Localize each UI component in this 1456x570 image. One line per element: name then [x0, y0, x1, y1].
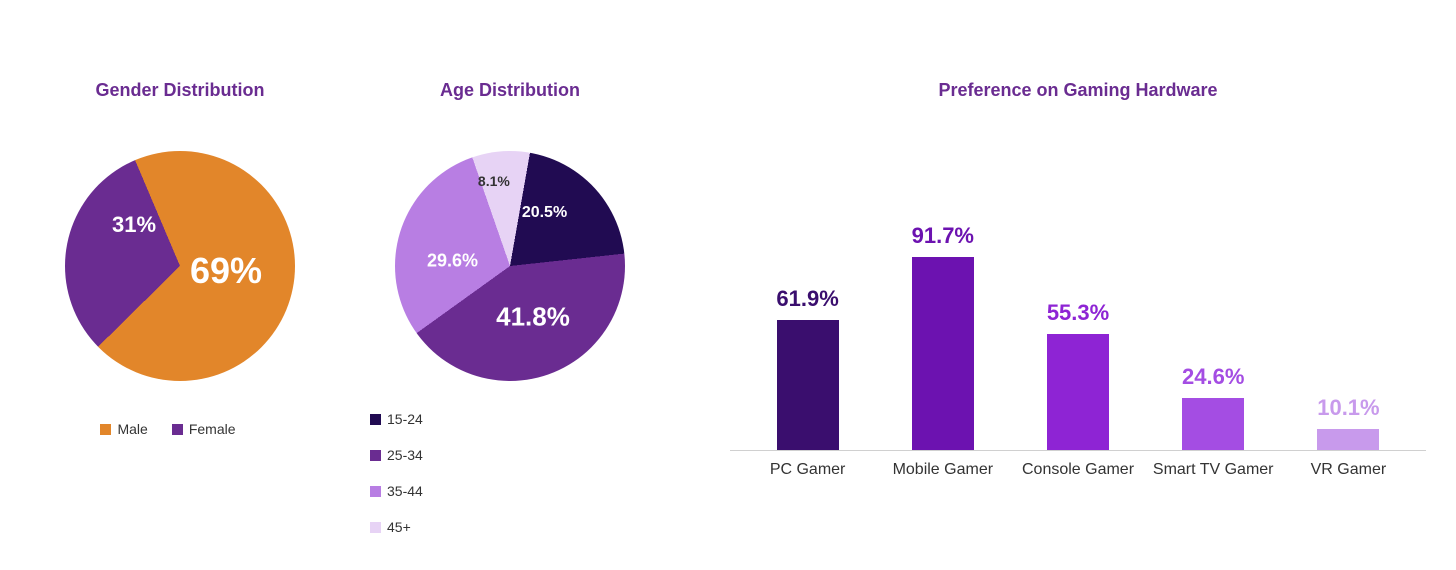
bar-rect: [777, 320, 839, 450]
gender-panel: Gender Distribution 69% 31% Male Female: [30, 20, 330, 550]
bar-category-label: PC Gamer: [740, 461, 875, 479]
pie-slice-label: 41.8%: [496, 301, 570, 332]
legend-swatch: [172, 424, 183, 435]
bar-value-label: 10.1%: [1317, 395, 1379, 421]
bar-column: 24.6%: [1146, 191, 1281, 450]
gender-title: Gender Distribution: [95, 80, 264, 101]
legend-swatch: [100, 424, 111, 435]
bar-column: 55.3%: [1010, 191, 1145, 450]
bar-value-label: 61.9%: [776, 286, 838, 312]
legend-item: 25-34: [370, 447, 500, 463]
dashboard-container: Gender Distribution 69% 31% Male Female Ag…: [0, 0, 1456, 570]
bar-value-label: 55.3%: [1047, 300, 1109, 326]
gender-pie-chart: 69% 31%: [65, 151, 295, 381]
legend-swatch: [370, 450, 381, 461]
bar-column: 91.7%: [875, 191, 1010, 450]
legend-item: 35-44: [370, 483, 500, 499]
pie-slice-label: 8.1%: [478, 173, 510, 189]
legend-swatch: [370, 522, 381, 533]
legend-swatch: [370, 486, 381, 497]
bar-rect: [1182, 398, 1244, 450]
pie-slice-label: 31%: [112, 212, 156, 238]
bar-value-label: 24.6%: [1182, 364, 1244, 390]
bar-rect: [912, 257, 974, 450]
pie-slice-label: 29.6%: [427, 251, 478, 272]
bar-rect: [1047, 334, 1109, 450]
bar-value-label: 91.7%: [912, 223, 974, 249]
hardware-panel: Preference on Gaming Hardware 61.9% 91.7%…: [690, 20, 1426, 550]
bar-category-label: Console Gamer: [1010, 461, 1145, 479]
age-legend: 15-24 25-34 35-44 45+: [370, 411, 650, 555]
pie-slice-label: 69%: [190, 250, 262, 292]
legend-label: 15-24: [387, 411, 423, 427]
bar-column: 10.1%: [1281, 191, 1416, 450]
legend-swatch: [370, 414, 381, 425]
legend-item: 45+: [370, 519, 500, 535]
legend-label: 25-34: [387, 447, 423, 463]
legend-item: 15-24: [370, 411, 500, 427]
hardware-title: Preference on Gaming Hardware: [938, 80, 1217, 101]
bar-rect: [1317, 429, 1379, 450]
bar-category-label: Mobile Gamer: [875, 461, 1010, 479]
bar-category-label: Smart TV Gamer: [1146, 461, 1281, 479]
pie-slice-label: 20.5%: [522, 204, 567, 222]
legend-item: Male: [100, 421, 147, 437]
legend-item: Female: [172, 421, 236, 437]
gender-legend: Male Female: [100, 421, 259, 457]
age-panel: Age Distribution 20.5% 41.8% 29.6% 8.1% 15-…: [330, 20, 690, 550]
age-title: Age Distribution: [440, 80, 580, 101]
legend-label: Male: [117, 421, 147, 437]
legend-label: 35-44: [387, 483, 423, 499]
bar-column: 61.9%: [740, 191, 875, 450]
legend-label: 45+: [387, 519, 411, 535]
age-pie-chart: 20.5% 41.8% 29.6% 8.1%: [395, 151, 625, 381]
bar-category-label: VR Gamer: [1281, 461, 1416, 479]
legend-label: Female: [189, 421, 236, 437]
hardware-bar-chart: 61.9% 91.7% 55.3% 24.6% 10.1% PC GamerMobile…: [730, 191, 1426, 479]
